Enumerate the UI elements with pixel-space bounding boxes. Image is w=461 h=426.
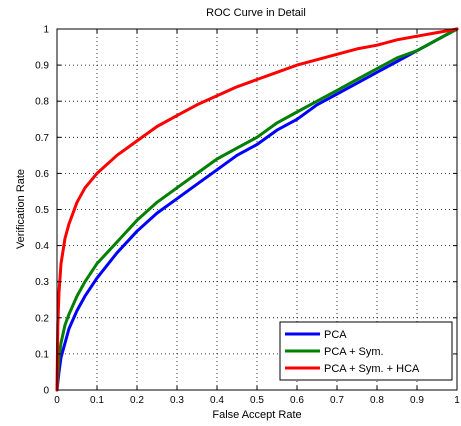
y-tick-label: 0.2 — [35, 313, 49, 324]
x-axis-label: False Accept Rate — [212, 409, 301, 421]
x-tick-label: 0 — [54, 395, 60, 406]
x-tick-label: 0.6 — [290, 395, 304, 406]
series-line-pca-sym — [55, 27, 459, 392]
series-line-pca — [55, 27, 459, 392]
y-tick-label: 1 — [43, 25, 49, 36]
x-tick-label: 0.8 — [370, 395, 384, 406]
legend-label: PCA + Sym. — [324, 346, 384, 358]
grid — [57, 29, 457, 390]
legend: PCA PCA + Sym. PCA + Sym. + HCA — [279, 321, 453, 381]
x-tick-label: 0.1 — [90, 395, 104, 406]
legend-label: PCA + Sym. + HCA — [324, 363, 420, 375]
x-tick-label: 0.2 — [130, 395, 144, 406]
x-tick-label: 1 — [454, 395, 460, 406]
x-ticks: 0 0.1 0.2 0.3 0.4 0.5 0.6 0.7 0.8 0.9 1 — [54, 29, 460, 406]
y-tick-label: 0.5 — [35, 205, 49, 216]
y-tick-label: 0.3 — [35, 277, 49, 288]
series-lines — [55, 27, 459, 392]
x-tick-label: 0.7 — [330, 395, 344, 406]
y-ticks: 0 0.1 0.2 0.3 0.4 0.5 0.6 0.7 0.8 0.9 1 — [35, 25, 457, 397]
x-tick-label: 0.5 — [250, 395, 264, 406]
y-tick-label: 0.7 — [35, 133, 49, 144]
y-tick-label: 0.6 — [35, 169, 49, 180]
y-axis-label: Verification Rate — [15, 169, 27, 249]
legend-label: PCA — [324, 329, 347, 341]
chart-title: ROC Curve in Detail — [206, 7, 306, 19]
y-tick-label: 0.9 — [35, 61, 49, 72]
series-line-pca-sym-hca — [55, 27, 459, 392]
y-tick-label: 0.8 — [35, 97, 49, 108]
y-tick-label: 0 — [43, 386, 49, 397]
y-tick-label: 0.1 — [35, 349, 49, 360]
x-tick-label: 0.4 — [210, 395, 224, 406]
y-tick-label: 0.4 — [35, 241, 49, 252]
x-tick-label: 0.9 — [410, 395, 424, 406]
x-tick-label: 0.3 — [170, 395, 184, 406]
